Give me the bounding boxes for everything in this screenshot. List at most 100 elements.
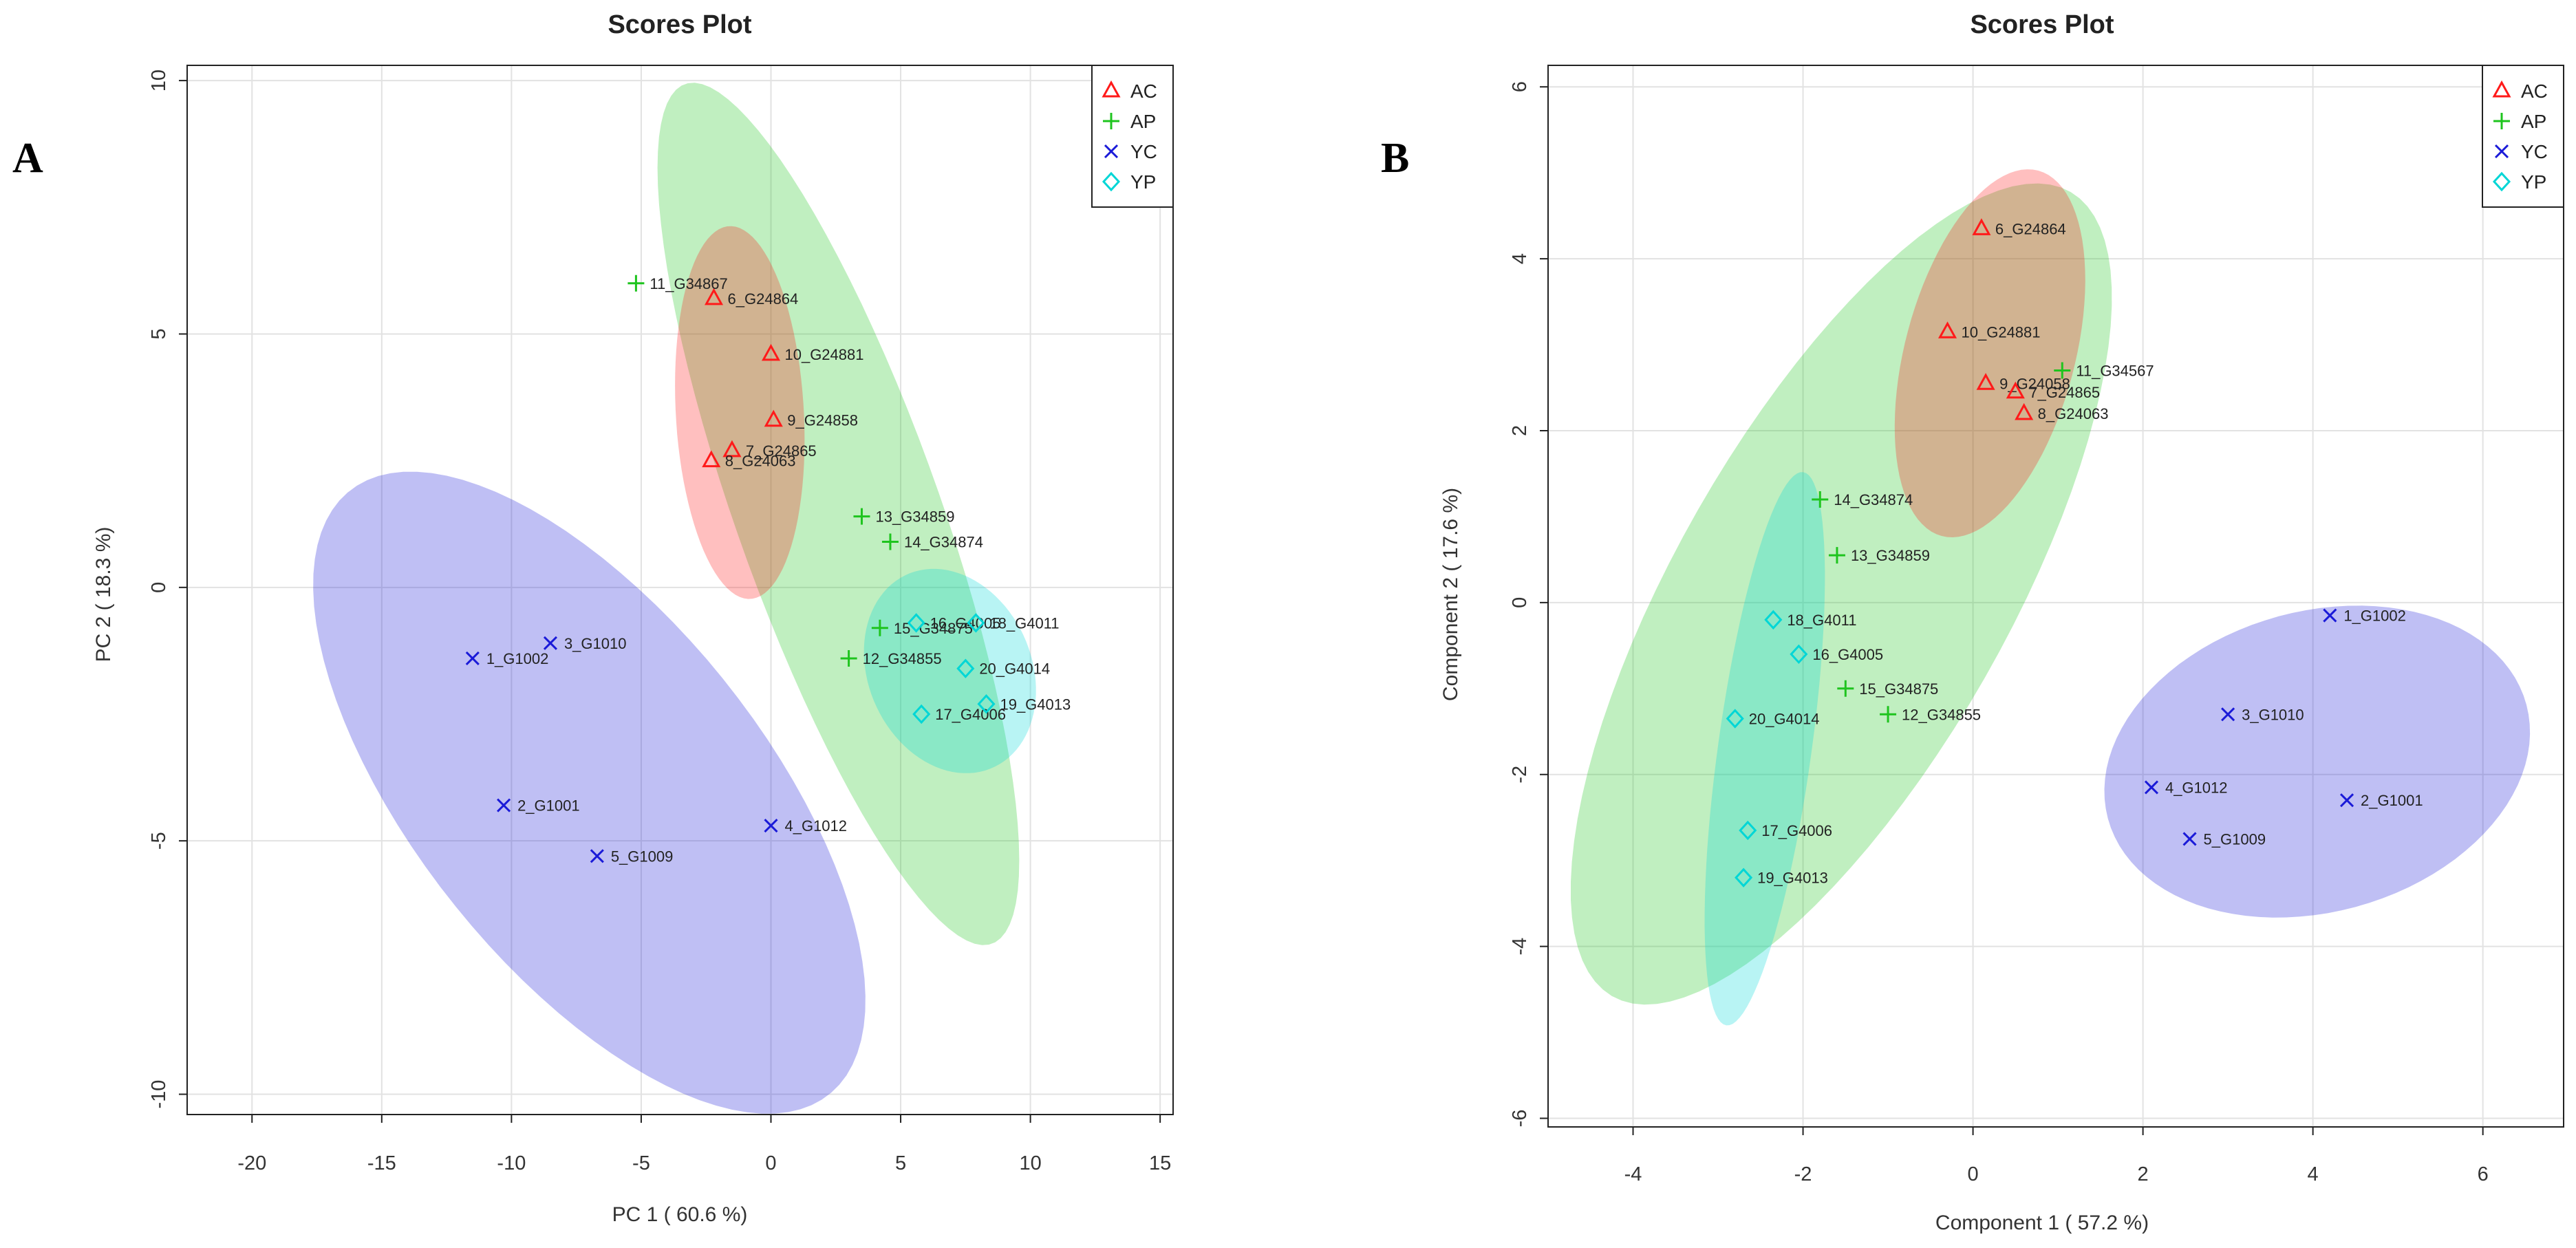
point-ac-b xyxy=(2006,381,2025,399)
point-label-b: 3_G1010 xyxy=(2242,706,2304,723)
ellipses-a xyxy=(313,83,1036,1114)
point-ac-a xyxy=(764,409,783,427)
legend-label-yc-a: YC xyxy=(1130,141,1157,162)
y-tick-label-a: -5 xyxy=(148,832,170,850)
ellipse-yp-a xyxy=(863,568,1036,773)
x-tick-label-b: 6 xyxy=(2478,1163,2489,1185)
y-axis-label-a: PC 2 ( 18.3 %) xyxy=(92,527,115,663)
x-tick-label-b: 4 xyxy=(2308,1163,2319,1185)
legend-marker-ap-b xyxy=(2493,113,2510,129)
panel-letter-b: B xyxy=(1381,135,1409,182)
legend-label-ac-a: AC xyxy=(1130,80,1157,102)
point-ac-b xyxy=(1976,373,1995,390)
y-tick-label-b: -2 xyxy=(1509,766,1531,784)
ellipse-yc-a xyxy=(313,471,866,1114)
point-yc-b xyxy=(2182,832,2197,846)
point-yc-a xyxy=(764,819,778,833)
legend-label-ap-a: AP xyxy=(1130,111,1156,132)
x-tick-label-a: -15 xyxy=(367,1152,396,1174)
point-label-a: 9_G24858 xyxy=(787,412,858,429)
point-label-a: 18_G4011 xyxy=(989,614,1059,632)
x-tick-label-b: 2 xyxy=(2138,1163,2149,1185)
point-yp-b xyxy=(1790,644,1808,665)
point-label-b: 2_G1001 xyxy=(2361,792,2423,809)
point-ap-b xyxy=(1880,706,1897,723)
point-label-a: 20_G4014 xyxy=(979,660,1050,678)
point-label-a: 8_G24063 xyxy=(725,453,796,470)
legend-marker-ac-b xyxy=(2492,80,2511,98)
ellipse-ac-a xyxy=(675,226,805,599)
x-tick-label-b: 0 xyxy=(1968,1163,1979,1185)
y-tick-label-b: 6 xyxy=(1509,81,1531,92)
legend-marker-ac-a xyxy=(1102,80,1121,98)
point-yp-a xyxy=(956,658,975,678)
legend-marker-yc-b xyxy=(2494,144,2509,159)
point-ac-b xyxy=(1972,218,1991,235)
point-label-a: 1_G1002 xyxy=(486,650,549,667)
point-ap-a xyxy=(627,275,645,292)
point-label-a: 16_G4005 xyxy=(930,614,1001,632)
legend-b: AC AP YC YP xyxy=(2482,65,2564,208)
point-yp-a xyxy=(907,613,925,633)
x-tick-label-a: -10 xyxy=(497,1152,526,1174)
point-label-b: 20_G4014 xyxy=(1749,711,1820,728)
point-ap-b xyxy=(2054,362,2071,379)
series-yc-b: 1_G1002 3_G1010 4_G1012 2_G1001 5_G1009 xyxy=(2144,607,2423,848)
legend-marker-yp-a xyxy=(1102,171,1121,192)
point-label-a: 4_G1012 xyxy=(784,817,847,835)
point-yp-b xyxy=(1726,709,1744,729)
x-axis-label-a: PC 1 ( 60.6 %) xyxy=(612,1203,748,1226)
series-ap-b: 11_G34567 14_G34874 13_G34859 15_G34875 12_G… xyxy=(1812,362,2154,723)
y-tick-label-b: -6 xyxy=(1509,1110,1531,1128)
legend-label-yp-a: YP xyxy=(1130,171,1156,193)
legend-label-ac-b: AC xyxy=(2521,80,2548,102)
x-tick-label-a: 5 xyxy=(895,1152,906,1174)
point-label-b: 1_G1002 xyxy=(2343,607,2406,625)
point-yp-b xyxy=(1764,610,1783,630)
point-yc-b xyxy=(2339,793,2354,808)
ellipse-ap-a xyxy=(657,83,1020,945)
legend-marker-ap-a xyxy=(1103,113,1119,129)
point-ac-a xyxy=(761,343,781,361)
point-yp-a xyxy=(977,694,996,714)
point-label-b: 5_G1009 xyxy=(2204,830,2266,848)
point-yc-a xyxy=(465,651,480,666)
y-tick-label-b: 4 xyxy=(1509,253,1531,264)
point-label-a: 17_G4006 xyxy=(935,706,1006,723)
point-yc-b xyxy=(2323,608,2337,623)
legend-a: AC AP YC YP xyxy=(1091,65,1174,208)
point-label-b: 12_G34855 xyxy=(1902,706,1981,723)
legend-label-yc-b: YC xyxy=(2521,141,2548,162)
chart-title-a: Scores Plot xyxy=(608,10,751,39)
legend-marker-yc-a xyxy=(1104,144,1119,159)
point-ap-a xyxy=(840,649,857,667)
point-label-a: 11_G34867 xyxy=(650,275,727,292)
point-yp-a xyxy=(912,704,931,724)
point-ac-b xyxy=(1938,321,1957,338)
point-label-a: 6_G24864 xyxy=(728,290,799,308)
x-tick-label-a: 0 xyxy=(765,1152,776,1174)
y-tick-label-a: 10 xyxy=(148,69,170,92)
point-label-a: 12_G34855 xyxy=(863,650,942,667)
point-label-b: 15_G34875 xyxy=(1859,680,1938,698)
point-ac-a xyxy=(704,288,724,305)
scores-plot-panel-b: Scores Plot Component 1 ( 57.2 %) Compon… xyxy=(1439,10,2564,1234)
y-tick-label-a: 0 xyxy=(148,582,170,593)
point-label-b: 6_G24864 xyxy=(1995,220,2066,237)
y-tick-label-a: 5 xyxy=(148,328,170,339)
point-yc-a xyxy=(497,798,511,813)
legend-label-ap-b: AP xyxy=(2521,111,2546,132)
y-tick-label-b: 2 xyxy=(1509,425,1531,436)
x-tick-label-a: -20 xyxy=(237,1152,266,1174)
x-tick-label-b: -4 xyxy=(1624,1163,1642,1185)
point-label-a: 7_G24865 xyxy=(746,442,817,460)
point-label-a: 13_G34859 xyxy=(875,508,954,526)
point-yp-b xyxy=(1735,868,1753,887)
scores-plot-panel-a: Scores Plot PC 1 ( 60.6 %) PC 2 ( 18.3 %… xyxy=(92,10,1174,1226)
point-ap-a xyxy=(881,533,899,550)
point-yc-b xyxy=(2144,780,2159,795)
ellipse-ap-b xyxy=(1571,183,2112,1005)
point-yc-b xyxy=(2221,707,2235,722)
point-label-b: 10_G24881 xyxy=(1962,323,2041,341)
